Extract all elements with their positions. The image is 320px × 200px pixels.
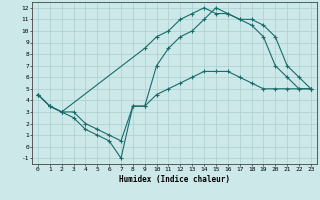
X-axis label: Humidex (Indice chaleur): Humidex (Indice chaleur): [119, 175, 230, 184]
